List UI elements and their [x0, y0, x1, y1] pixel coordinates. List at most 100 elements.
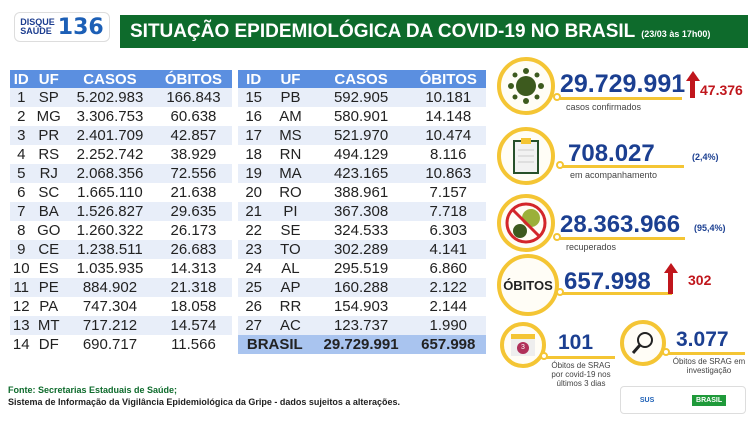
table-cell: 10.474 [410, 126, 486, 145]
states-table-left: ID UF CASOS ÓBITOS 1 SP 5.202.983 166.843 2 MG 3.3… [10, 70, 232, 354]
table-cell: 20 [245, 184, 262, 201]
table-cell: 160.288 [311, 278, 411, 297]
table-cell: 29.635 [154, 202, 232, 221]
footer-source: Fonte: Secretarias Estaduais de Saúde; S… [8, 384, 400, 408]
table-row: 4 RS 2.252.742 38.929 [10, 145, 232, 164]
table-cell: SE [280, 222, 301, 239]
table-row: 23 TO 302.289 4.141 [238, 240, 486, 259]
column-header: ID [238, 70, 270, 88]
table-row: 19 MA 423.165 10.863 [238, 164, 486, 183]
table-cell: 42.857 [154, 126, 232, 145]
table-cell: 5.202.983 [65, 88, 155, 107]
table-cell: 884.902 [65, 278, 155, 297]
table-cell: 166.843 [154, 88, 232, 107]
column-header: CASOS [311, 70, 411, 88]
table-cell: PE [32, 278, 66, 297]
srag-investigation-value: 3.077 [676, 328, 729, 351]
table-cell: 592.905 [311, 88, 411, 107]
logo-number: 136 [57, 14, 104, 40]
arrow-up-icon [686, 71, 700, 81]
table-cell: AP [269, 278, 312, 297]
table-cell: 26.173 [170, 222, 217, 239]
disque-saude-logo: DISQUE SAÚDE 136 [14, 12, 110, 42]
table-row: 18 RN 494.129 8.116 [238, 145, 486, 164]
table-cell: 8 [17, 222, 26, 239]
table-cell: DF [38, 336, 59, 353]
table-cell: 367.308 [311, 202, 411, 221]
table-cell: 27 [238, 316, 270, 335]
table-cell: MG [36, 108, 61, 125]
table-cell: 17 [238, 126, 270, 145]
table-cell: 15 [238, 88, 270, 107]
total-row: BRASIL 29.729.991 657.998 [238, 335, 486, 354]
calendar-day: 3 [517, 341, 529, 354]
date-label: (23/03 às 17h00) [641, 29, 711, 39]
table-cell: 12 [12, 298, 30, 315]
title-banner: SITUAÇÃO EPIDEMIOLÓGICA DA COVID-19 NO B… [120, 15, 748, 48]
column-header: ÓBITOS [154, 70, 232, 88]
deaths-badge: ÓBITOS [497, 254, 559, 316]
table-cell: 14.313 [170, 260, 217, 277]
table-cell: 1.035.935 [76, 260, 144, 277]
column-header: UF [269, 70, 312, 88]
table-cell: 14.574 [154, 316, 232, 335]
table-cell: ES [38, 260, 59, 277]
recovered-label: recuperados [566, 242, 617, 252]
table-cell: BA [32, 202, 66, 221]
government-logos: SUS BRASIL [620, 386, 746, 414]
table-cell: 1.990 [410, 316, 486, 335]
confirmed-increase: 47.376 [700, 82, 743, 98]
table-cell: 26.683 [154, 240, 232, 259]
table-cell: RO [279, 184, 302, 201]
table-cell: 2.068.356 [65, 164, 155, 183]
table-cell: 21.318 [154, 278, 232, 297]
table-cell: 11 [10, 278, 33, 297]
table-cell: 123.737 [311, 316, 411, 335]
table-cell: PR [32, 126, 66, 145]
table-cell: 7.718 [410, 202, 486, 221]
total-casos: 29.729.991 [311, 335, 411, 354]
table-cell: SC [38, 184, 60, 201]
table-cell: 21.638 [170, 184, 217, 201]
column-header: ID [10, 70, 33, 88]
table-row: 20 RO 388.961 7.157 [238, 183, 486, 202]
table-cell: 26 [245, 298, 262, 315]
table-cell: RJ [32, 164, 66, 183]
table-cell: PI [269, 202, 312, 221]
table-cell: 4.141 [410, 240, 486, 259]
table-cell: 1.526.827 [65, 202, 155, 221]
table-cell: 1.665.110 [77, 184, 143, 201]
table-row: 17 MS 521.970 10.474 [238, 126, 486, 145]
table-cell: 3.306.753 [76, 108, 144, 125]
table-cell: 302.289 [311, 240, 411, 259]
table-row: 25 AP 160.288 2.122 [238, 278, 486, 297]
table-cell: 8.116 [430, 146, 467, 163]
table-cell: 19 [238, 164, 270, 183]
monitoring-value: 708.027 [568, 140, 655, 167]
table-row: 26 RR 154.903 2.144 [238, 297, 486, 316]
table-cell: RS [38, 146, 60, 163]
total-label: BRASIL [238, 335, 312, 354]
monitoring-label: em acompanhamento [570, 170, 658, 180]
table-row: 2 MG 3.306.753 60.638 [10, 107, 232, 126]
table-cell: SP [32, 88, 66, 107]
srag-investigation-label: Óbitos de SRAG em investigação [672, 357, 746, 375]
states-table-right: ID UF CASOS ÓBITOS 15 PB 592.905 10.181 16 AM 580.… [238, 70, 486, 354]
monitoring-pct: (2,4%) [692, 152, 719, 162]
table-row: 5 RJ 2.068.356 72.556 [10, 164, 232, 183]
table-cell: RR [279, 298, 302, 315]
table-cell: 580.901 [333, 108, 389, 125]
deaths-value: 657.998 [564, 268, 651, 295]
table-cell: 10 [12, 260, 30, 277]
virus-icon [497, 57, 555, 115]
magnifier-icon [620, 320, 666, 366]
table-cell: 388.961 [333, 184, 389, 201]
table-cell: 25 [238, 278, 270, 297]
table-row: 14 DF 690.717 11.566 [10, 335, 232, 354]
clipboard-icon [497, 127, 555, 185]
table-row: 16 AM 580.901 14.148 [238, 107, 486, 126]
table-cell: 18.058 [170, 298, 217, 315]
table-cell: 10.181 [410, 88, 486, 107]
table-row: 22 SE 324.533 6.303 [238, 221, 486, 240]
table-cell: 690.717 [82, 336, 138, 353]
